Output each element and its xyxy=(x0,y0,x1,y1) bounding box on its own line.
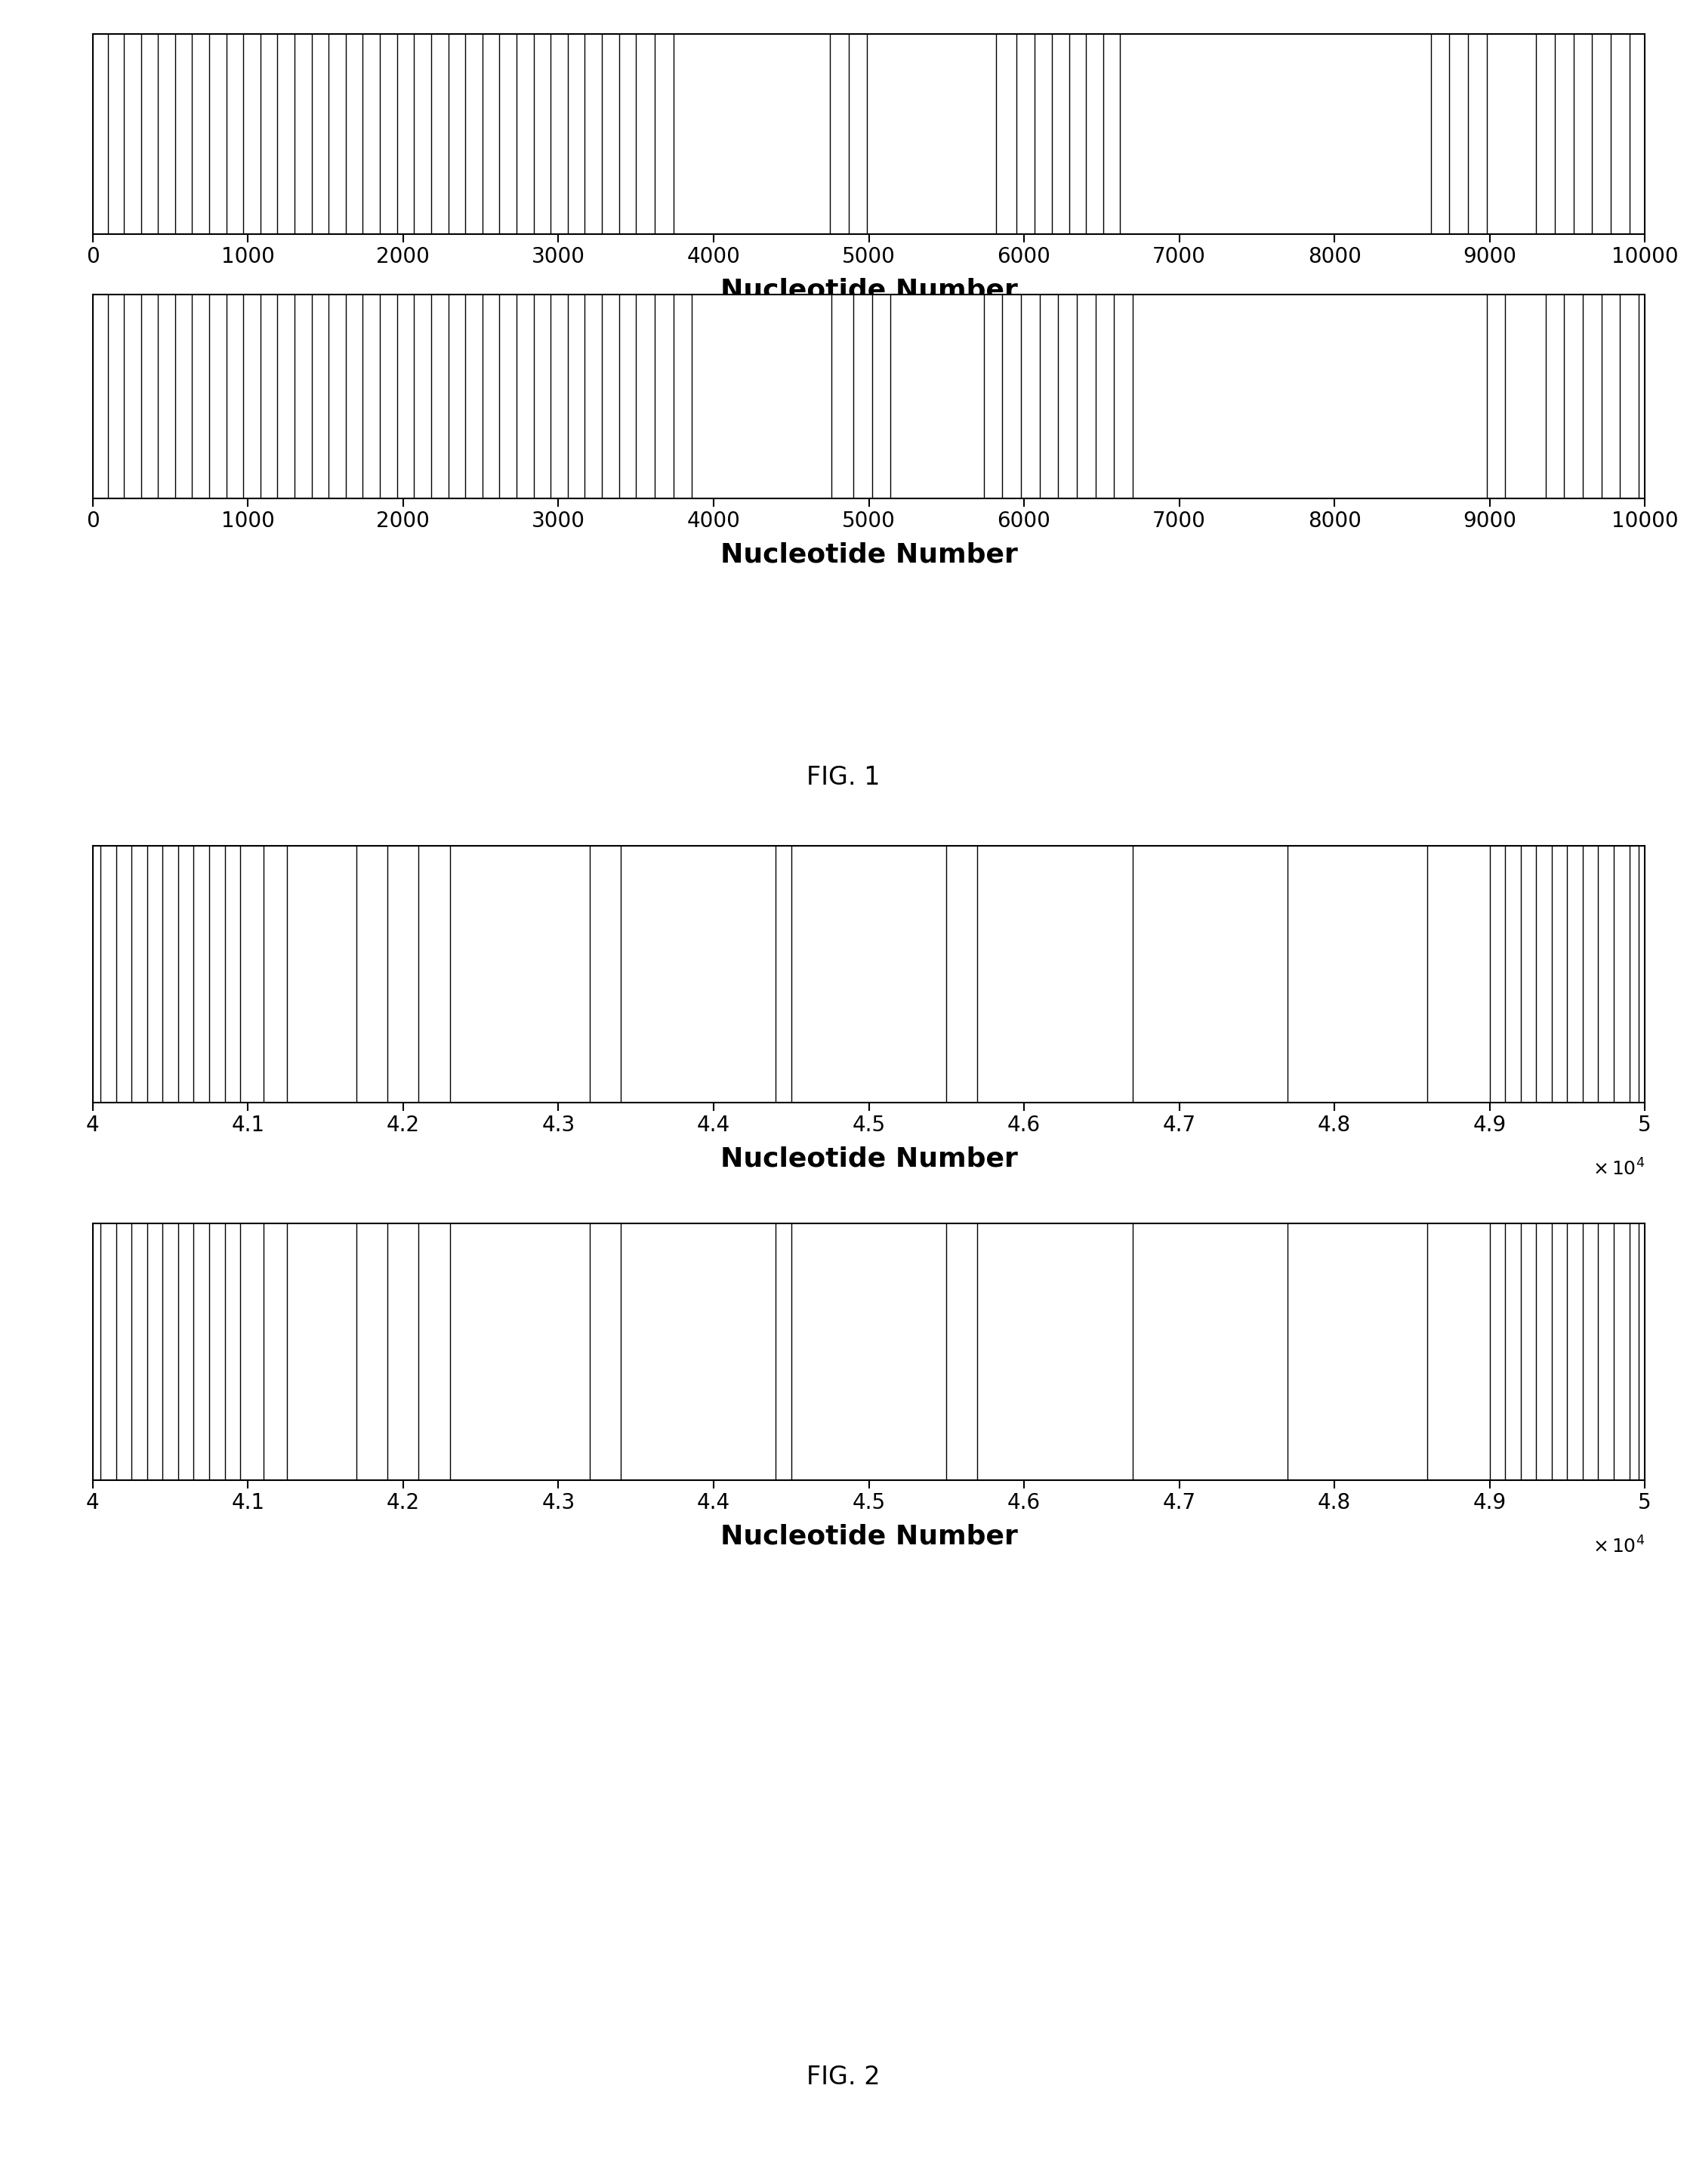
Text: FIG. 1: FIG. 1 xyxy=(806,764,881,791)
Text: $\times\,10^4$: $\times\,10^4$ xyxy=(1593,1160,1645,1179)
X-axis label: Nucleotide Number: Nucleotide Number xyxy=(720,1524,1017,1548)
X-axis label: Nucleotide Number: Nucleotide Number xyxy=(720,542,1017,568)
X-axis label: Nucleotide Number: Nucleotide Number xyxy=(720,277,1017,304)
Text: $\times\,10^4$: $\times\,10^4$ xyxy=(1593,1538,1645,1557)
Text: FIG. 2: FIG. 2 xyxy=(806,2064,881,2090)
X-axis label: Nucleotide Number: Nucleotide Number xyxy=(720,1147,1017,1173)
